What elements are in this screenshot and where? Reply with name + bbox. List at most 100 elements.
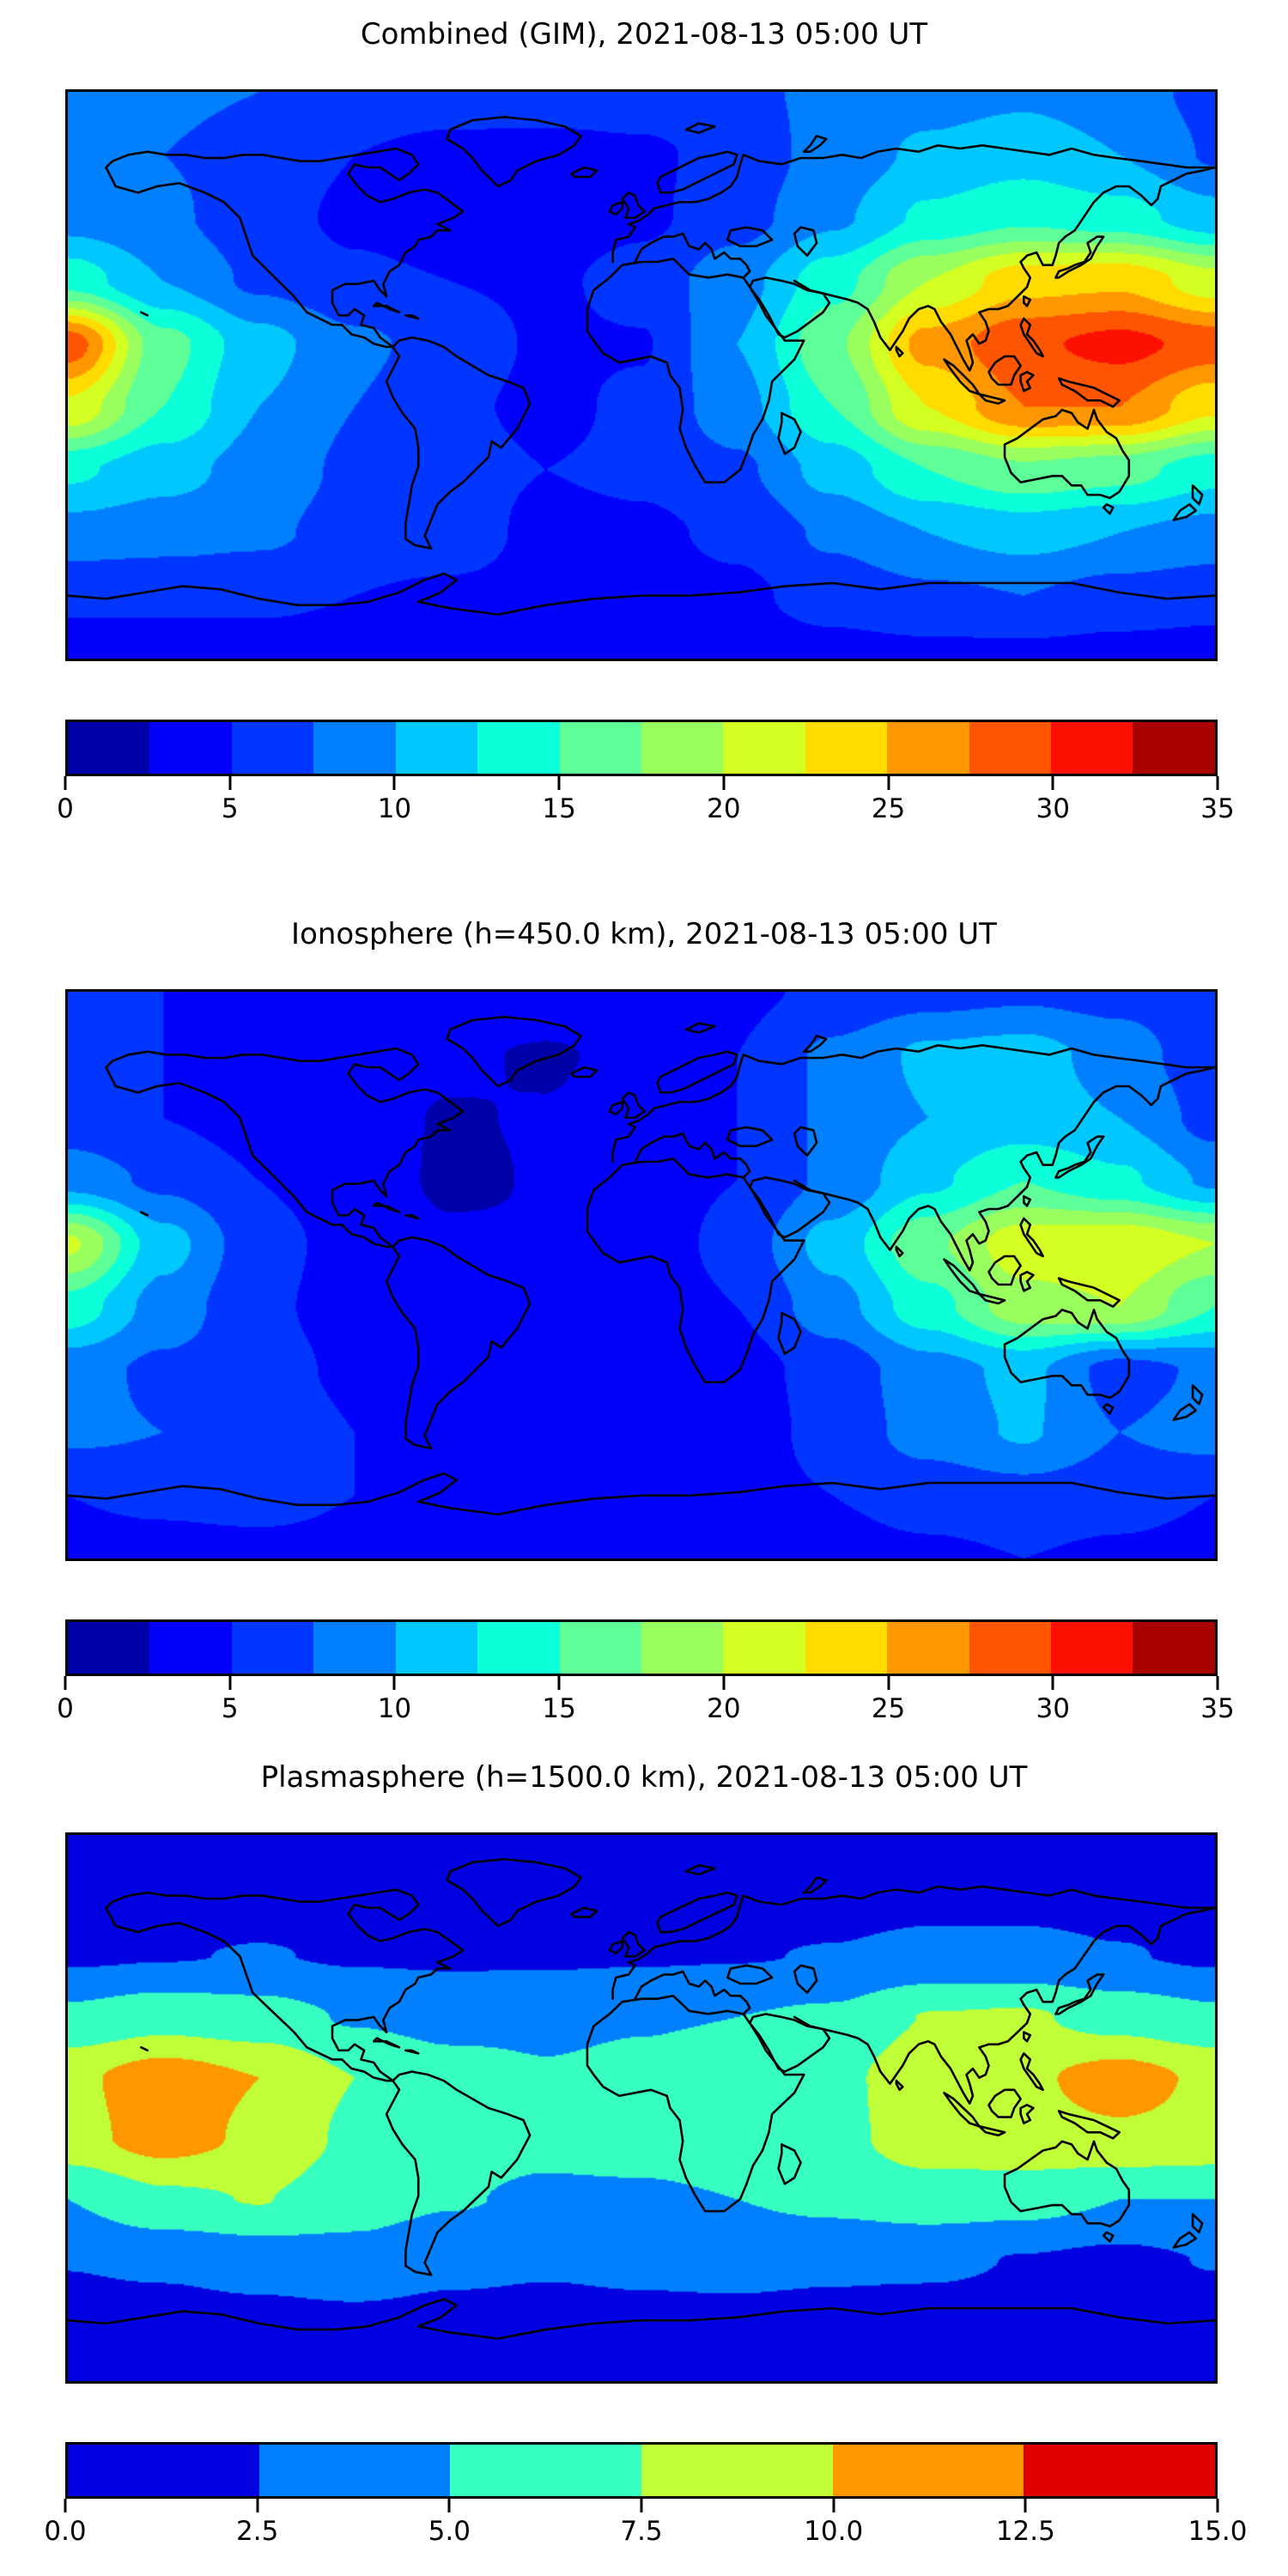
coastline-path [658,1893,738,1932]
colorbar-segment [1051,1622,1133,1674]
colorbar-segment [68,722,150,774]
colorbar-segment [450,2445,642,2496]
panel-title-plasmasphere: Plasmasphere (h=1500.0 km), 2021-08-13 0… [260,1760,1028,1795]
coastline-path [989,356,1021,385]
coastline-path [141,1212,147,1216]
colorbar-segment [887,1622,969,1674]
colorbar-tick-label: 7.5 [620,2516,663,2547]
colorbar-segment [313,1622,396,1674]
coastline-path [613,145,1215,262]
colorbar-combined [65,720,1218,776]
colorbar-segment [231,1622,314,1674]
colorbar-segment [559,722,641,774]
colorbar-tick [640,2499,643,2512]
colorbar-tick-label: 0 [57,793,74,824]
coastline-path [1021,319,1043,356]
coastline-path [447,1859,581,1926]
colorbar-tick [887,1676,890,1690]
world-map-ionosphere [65,989,1218,1561]
coastline-path [989,2090,1021,2117]
colorbar-tick-label: 0 [57,1693,74,1724]
colorbar-tick-label: 35 [1200,793,1235,824]
coastline-path [374,303,399,313]
colorbar-segment [1051,722,1133,774]
coastline-path [1005,1309,1129,1398]
colorbar-segment [805,1622,888,1674]
coastline-path [1103,504,1113,513]
coastline-path [405,1215,418,1218]
colorbar-segment [395,1622,478,1674]
coastline-path [1193,2215,1202,2233]
colorbar-segment [258,2445,451,2496]
coastline-path [794,1067,1215,1271]
colorbar-tick [832,2499,835,2512]
coastline-path [989,1256,1021,1285]
colorbar-tick [1216,776,1219,790]
coastline-path [106,149,464,347]
world-map-combined [65,89,1218,661]
colorbar-tick-label: 5.0 [428,2516,471,2547]
colorbar-tick [447,2499,451,2512]
colorbar-segment [641,2445,833,2496]
coastline-path [1174,1404,1196,1419]
coastline-path [945,360,980,394]
colorbar-tick [64,1676,67,1690]
coastline-path [1059,379,1120,407]
colorbar-tick-label: 25 [871,793,906,824]
colorbar-ticks-combined: 0 5 10 15 20 25 30 35 [57,776,1235,836]
coastline-path [405,315,418,319]
colorbar-segment [969,722,1052,774]
coastline-path [945,2093,980,2126]
panel-plasmasphere: Plasmasphere (h=1500.0 km), 2021-08-13 0… [0,1717,1288,2576]
coastline-path [658,152,738,193]
coastline-path [794,1908,1215,2104]
panel-title-combined: Combined (GIM), 2021-08-13 05:00 UT [360,17,928,52]
coastline-path [587,1996,804,2211]
colorbar-segment [149,722,232,774]
coastline-path [945,1260,980,1294]
colorbar-segment [887,722,969,774]
colorbar-tick [1051,776,1054,790]
coastline-path [68,574,1215,615]
coastlines-overlay-combined [68,92,1215,659]
colorbar-segment [723,722,805,774]
coastline-path [1103,2233,1113,2242]
coastline-path [635,234,750,277]
coastline-path [779,2144,801,2184]
colorbar-segment [723,1622,805,1674]
coastline-path [447,1017,581,1086]
coastline-path [587,258,804,482]
coastline-path [635,1971,750,2014]
colorbar-tick-label: 12.5 [995,2516,1055,2547]
coastline-path [1024,2032,1030,2042]
colorbar-tick-label: 15 [542,1693,576,1724]
coastline-path [750,1177,829,1237]
coastline-path [1021,2105,1034,2123]
colorbar-segment [1133,1622,1215,1674]
coastline-path [1005,410,1129,498]
colorbar-tick [392,776,396,790]
coastline-path [571,167,597,177]
coastline-path [979,2126,1005,2136]
colorbar-tick [64,2499,67,2512]
coastline-path [1055,1975,1103,2014]
panel-combined-gim: Combined (GIM), 2021-08-13 05:00 UT 0 5 10… [0,0,1288,859]
coastline-path [750,277,829,337]
coastline-path [68,1473,1215,1515]
panel-title-ionosphere: Ionosphere (h=450.0 km), 2021-08-13 05:0… [291,917,997,951]
coastline-path [405,2050,418,2054]
colorbar-segment [395,722,478,774]
coastline-path [1174,504,1196,519]
colorbar-tick-label: 35 [1200,1693,1235,1724]
coastline-path [386,337,530,549]
colorbar-tick-label: 30 [1036,793,1071,824]
coastline-path [623,192,645,217]
coastline-path [68,2300,1215,2339]
coastline-path [613,1045,1215,1162]
colorbar-tick [228,1676,232,1690]
coastline-path [1021,1272,1034,1291]
colorbar-tick-label: 5 [221,793,239,824]
coastlines-overlay-plasmasphere [68,1835,1215,2381]
tec-field-canvas-ionosphere [68,992,1215,1558]
